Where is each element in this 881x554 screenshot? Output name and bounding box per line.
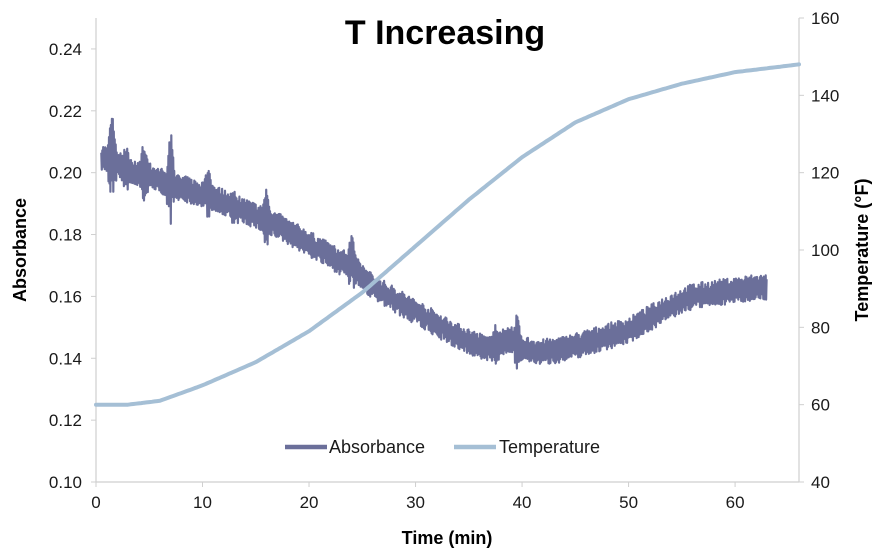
y2-tick-label: 40 bbox=[811, 473, 830, 492]
right-axis-ticks: 40 60 80 100 120 140 160 bbox=[799, 9, 839, 492]
left-axis-ticks: 0.10 0.12 0.14 0.16 0.18 0.20 0.22 0.24 bbox=[49, 40, 96, 492]
y2-tick-label: 120 bbox=[811, 164, 839, 183]
y2-axis-title: Temperature (°F) bbox=[852, 179, 872, 322]
legend-label-absorbance: Absorbance bbox=[329, 437, 425, 457]
y-tick-label: 0.20 bbox=[49, 164, 82, 183]
x-axis-title: Time (min) bbox=[402, 528, 493, 548]
series-temperature-line bbox=[94, 62, 801, 407]
x-tick-label: 50 bbox=[619, 493, 638, 512]
series-absorbance-line bbox=[100, 117, 768, 370]
y-tick-label: 0.24 bbox=[49, 40, 82, 59]
x-tick-label: 0 bbox=[91, 493, 100, 512]
y-tick-label: 0.10 bbox=[49, 473, 82, 492]
x-axis-ticks: 0 10 20 30 40 50 60 bbox=[91, 482, 745, 512]
y-tick-label: 0.18 bbox=[49, 226, 82, 245]
series-layer bbox=[94, 62, 801, 407]
x-tick-label: 60 bbox=[726, 493, 745, 512]
x-tick-label: 30 bbox=[406, 493, 425, 512]
y2-tick-label: 140 bbox=[811, 86, 839, 105]
legend: Absorbance Temperature bbox=[285, 437, 600, 457]
legend-label-temperature: Temperature bbox=[499, 437, 600, 457]
y-tick-label: 0.16 bbox=[49, 287, 82, 306]
y-axis-title: Absorbance bbox=[10, 198, 30, 302]
y2-tick-label: 160 bbox=[811, 9, 839, 28]
plot-area bbox=[95, 18, 800, 483]
x-tick-label: 10 bbox=[193, 493, 212, 512]
x-tick-label: 20 bbox=[300, 493, 319, 512]
y-tick-label: 0.22 bbox=[49, 102, 82, 121]
y2-tick-label: 60 bbox=[811, 396, 830, 415]
x-tick-label: 40 bbox=[513, 493, 532, 512]
y2-tick-label: 100 bbox=[811, 241, 839, 260]
y-tick-label: 0.14 bbox=[49, 349, 82, 368]
chart-title: T Increasing bbox=[345, 14, 545, 52]
y2-tick-label: 80 bbox=[811, 318, 830, 337]
y-tick-label: 0.12 bbox=[49, 411, 82, 430]
